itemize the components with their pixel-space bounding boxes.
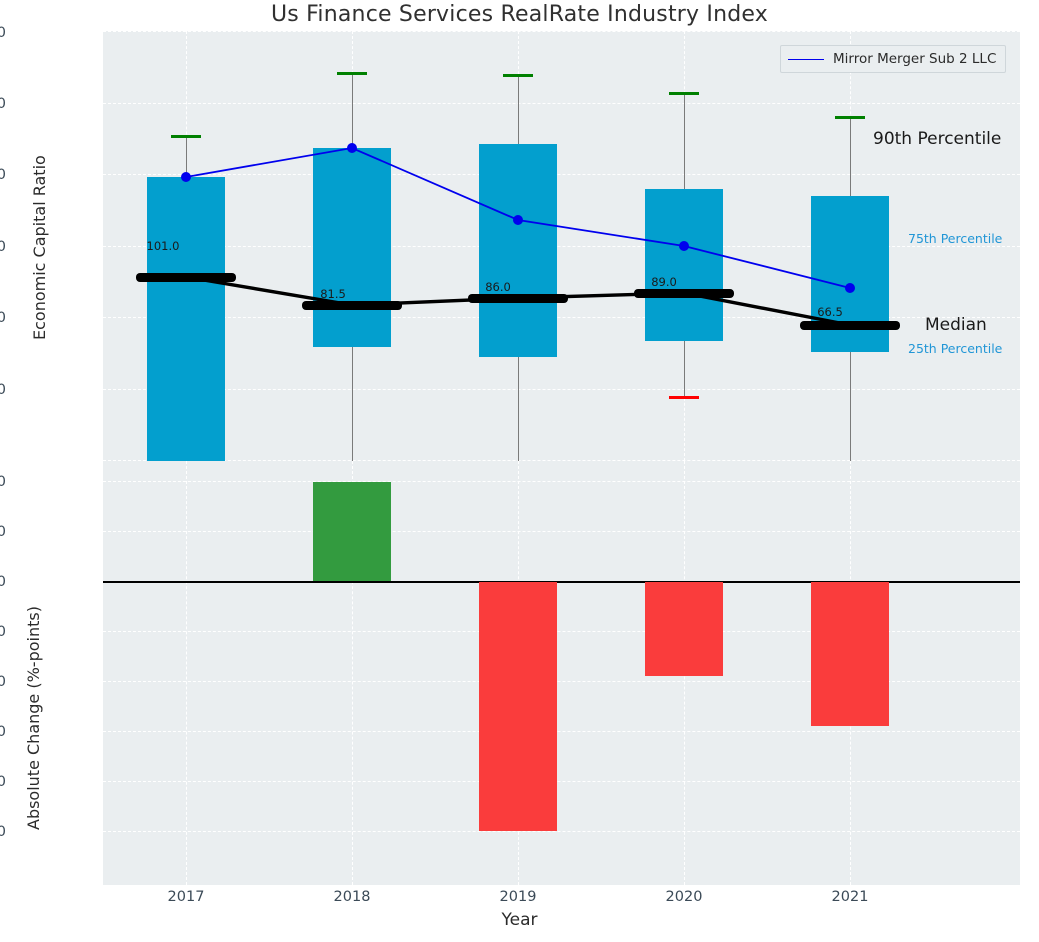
ytick-bot-2000: 2000 [0, 474, 6, 490]
annotation-75th-percentile: 75th Percentile [908, 231, 1003, 246]
gridline-minus50 [103, 460, 1020, 461]
gridline-m1000 [103, 631, 1020, 632]
xtick-2017: 2017 [167, 889, 205, 905]
vgridline-bot-2018 [352, 461, 353, 885]
median-trend-line [185, 275, 851, 327]
ytick-top-50: 50 [0, 310, 6, 326]
ytick-bot-m5000: −5000 [0, 824, 6, 840]
chart-legend[interactable]: Mirror Merger Sub 2 LLC [780, 45, 1007, 73]
change-bar-2020 [645, 582, 723, 676]
change-bar-2021 [811, 582, 889, 726]
legend-line-swatch [788, 58, 824, 60]
absolute-change-panel [103, 461, 1020, 885]
company-point-2020 [679, 241, 689, 251]
company-point-2021 [845, 283, 855, 293]
p90-cap-2018 [337, 72, 367, 76]
gridline-2000 [103, 481, 1020, 482]
iqr-box-2017 [147, 177, 225, 461]
company-line-overlay [181, 143, 855, 293]
iqr-box-2018 [313, 148, 391, 347]
ytick-top-150: 150 [0, 167, 6, 183]
median-label-2017: 101.0 [146, 239, 180, 253]
ytick-top-200: 200 [0, 96, 6, 112]
ytick-top-250: 250 [0, 25, 6, 41]
xtick-2021: 2021 [831, 889, 869, 905]
company-point-2017 [181, 172, 191, 182]
ytick-bot-1000: 1000 [0, 524, 6, 540]
ytick-bot-m3000: −3000 [0, 724, 6, 740]
ytick-bot-m2000: −2000 [0, 674, 6, 690]
gridline-1000 [103, 531, 1020, 532]
gridline-50 [103, 317, 1020, 318]
median-label-2020: 89.0 [651, 275, 677, 289]
xtick-2018: 2018 [333, 889, 371, 905]
ytick-bot-0: 0 [0, 574, 6, 590]
p10-cap-2020 [669, 396, 699, 400]
median-label-2019: 86.0 [485, 280, 511, 294]
p90-cap-2017 [171, 135, 201, 139]
zero-baseline [103, 581, 1020, 583]
median-label-2021: 66.5 [817, 305, 843, 319]
gridline-150 [103, 174, 1020, 175]
legend-label: Mirror Merger Sub 2 LLC [833, 51, 997, 67]
gridline-200 [103, 102, 1020, 104]
annotation-25th-percentile: 25th Percentile [908, 341, 1003, 356]
company-point-2018 [347, 143, 357, 153]
ytick-top-100: 100 [0, 239, 6, 255]
iqr-box-2019 [479, 144, 557, 357]
gridline-m4000 [103, 781, 1020, 782]
median-trend-overlay [185, 275, 851, 327]
change-bar-2018 [313, 482, 391, 581]
p90-cap-2021 [835, 116, 865, 120]
ytick-bot-m4000: −4000 [0, 774, 6, 790]
median-label-2018: 81.5 [320, 287, 346, 301]
bottom-y-axis-label: Absolute Change (%-points) [24, 606, 43, 830]
xtick-2020: 2020 [665, 889, 703, 905]
p90-cap-2020 [669, 92, 699, 96]
gridline-m2000 [103, 681, 1020, 682]
ytick-top-0: 0 [0, 382, 6, 398]
company-point-2019 [513, 215, 523, 225]
gridline-250 [103, 31, 1020, 32]
xtick-2019: 2019 [499, 889, 537, 905]
gridline-m5000 [103, 831, 1020, 832]
ytick-bot-m1000: −1000 [0, 624, 6, 640]
x-axis-label: Year [501, 910, 538, 930]
top-y-axis-label: Economic Capital Ratio [30, 155, 49, 340]
p90-cap-2019 [503, 74, 533, 78]
change-bar-2019 [479, 582, 557, 831]
iqr-box-2020 [645, 189, 723, 341]
gridline-100 [103, 245, 1020, 247]
annotation-90th-percentile: 90th Percentile [873, 129, 1002, 149]
annotation-median: Median [925, 315, 987, 335]
median-bar-2021 [800, 321, 900, 330]
gridline-0 [103, 388, 1020, 390]
economic-capital-ratio-panel: 101.0 81.5 86.0 89.0 66.5 90th Percentil… [103, 31, 1020, 461]
chart-title: Us Finance Services RealRate Industry In… [271, 2, 768, 27]
vgridline-bot-2017 [186, 461, 187, 885]
gridline-m3000 [103, 731, 1020, 732]
